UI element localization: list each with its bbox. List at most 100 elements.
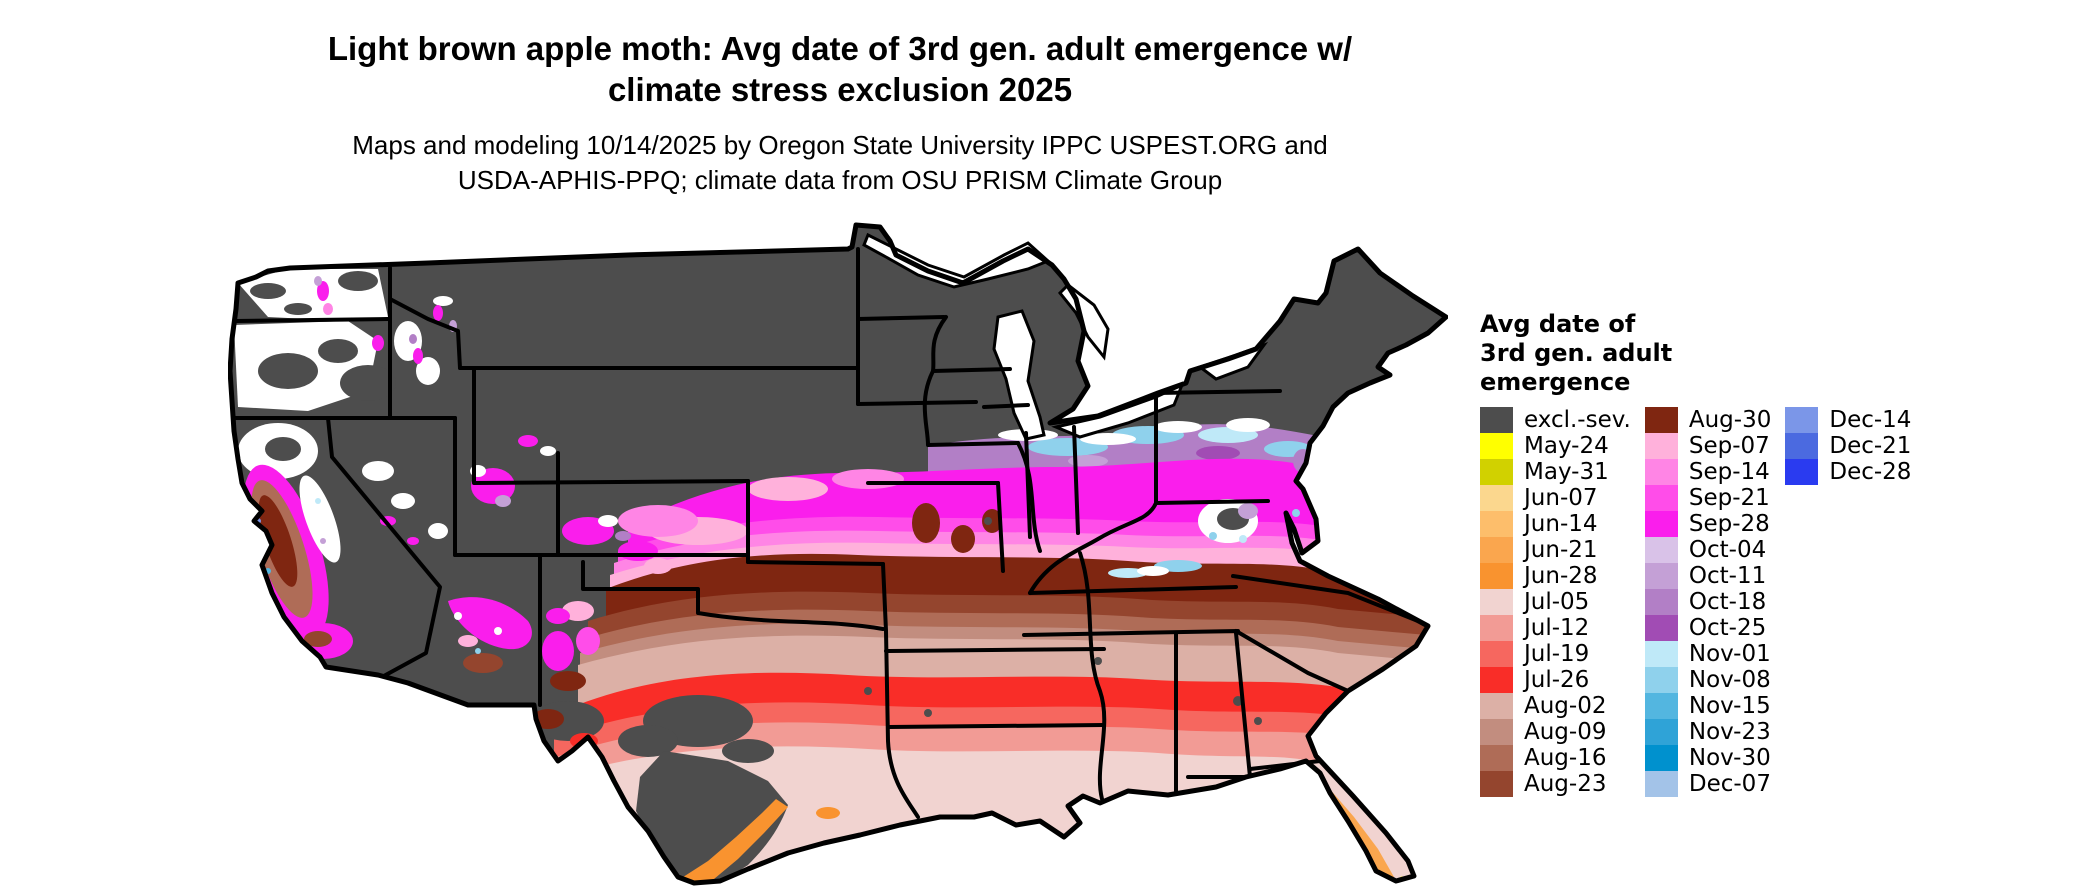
legend-label: Jun-21	[1524, 537, 1598, 563]
legend-swatch	[1644, 719, 1678, 745]
legend-swatch	[1785, 459, 1819, 485]
legend-title: Avg date of 3rd gen. adult emergence	[1480, 310, 2090, 397]
california-patch	[238, 423, 353, 659]
legend-swatch	[1480, 563, 1513, 589]
legend-entry: Aug-30	[1644, 407, 1772, 433]
legend-entry: Aug-16	[1480, 745, 1631, 771]
legend-entry: Oct-25	[1644, 615, 1771, 641]
legend-entry: Nov-01	[1644, 641, 1771, 667]
legend-entry: Oct-11	[1644, 563, 1771, 589]
legend-entry: Aug-02	[1480, 693, 1631, 719]
legend-swatch	[1644, 407, 1678, 433]
appalachian-pocket	[1108, 499, 1258, 578]
legend-entry: Sep-21	[1644, 485, 1771, 511]
legend-swatch	[1644, 693, 1678, 719]
legend-label: Oct-25	[1688, 615, 1767, 641]
legend-label: Dec-07	[1688, 771, 1771, 797]
ozark-brown-patches	[618, 469, 1002, 553]
legend-entry: Dec-28	[1785, 459, 1911, 485]
legend-entry: Jul-05	[1480, 589, 1631, 615]
legend-swatch	[1480, 745, 1513, 771]
legend-title-line-2: 3rd gen. adult	[1480, 339, 1673, 367]
legend-label: Sep-21	[1688, 485, 1770, 511]
legend-label: Jul-26	[1524, 667, 1590, 693]
legend-label: Oct-04	[1688, 537, 1767, 563]
pacific-northwest-patch	[234, 269, 457, 411]
legend-label: Jul-19	[1524, 641, 1590, 667]
legend-swatch	[1480, 537, 1513, 563]
legend-swatch	[1644, 745, 1678, 771]
legend-entry: Oct-18	[1644, 589, 1771, 615]
lake-superior	[862, 232, 1051, 289]
legend-label: Nov-15	[1688, 693, 1771, 719]
legend-label: Dec-21	[1829, 433, 1912, 459]
legend-swatch	[1480, 459, 1513, 485]
legend-entry: Nov-30	[1644, 745, 1771, 771]
legend-label: Sep-07	[1688, 433, 1770, 459]
title-line-1: Light brown apple moth: Avg date of 3rd …	[327, 30, 1353, 67]
legend-title-line-3: emergence	[1480, 368, 1631, 396]
legend-swatch	[1480, 589, 1513, 615]
legend-entry: Nov-15	[1644, 693, 1771, 719]
legend-entry: May-31	[1480, 459, 1631, 485]
subtitle-line-1: Maps and modeling 10/14/2025 by Oregon S…	[352, 130, 1328, 160]
legend-swatch	[1480, 485, 1513, 511]
legend-column: Dec-14 Dec-21 Dec-28	[1785, 407, 1911, 485]
legend-entry: May-24	[1480, 433, 1631, 459]
legend-entry: Nov-08	[1644, 667, 1771, 693]
legend-label: Aug-16	[1524, 745, 1607, 771]
legend-swatch	[1644, 563, 1678, 589]
legend-swatch	[1644, 667, 1678, 693]
legend-swatch	[1644, 459, 1678, 485]
legend-swatch	[1480, 719, 1513, 745]
legend-swatch	[1480, 641, 1513, 667]
legend-label: Aug-09	[1524, 719, 1607, 745]
legend-label: Nov-08	[1688, 667, 1771, 693]
legend-entry: Sep-14	[1644, 459, 1771, 485]
legend-swatch	[1785, 433, 1819, 459]
legend-entry: Oct-04	[1644, 537, 1771, 563]
legend-entry: Jun-21	[1480, 537, 1631, 563]
title-line-2: climate stress exclusion 2025	[607, 71, 1073, 108]
legend-label: Nov-23	[1688, 719, 1771, 745]
legend-entry: Aug-23	[1480, 771, 1631, 797]
legend-swatch	[1644, 433, 1678, 459]
legend-entry: Dec-14	[1785, 407, 1911, 433]
legend-label: May-31	[1524, 459, 1609, 485]
legend-title-line-1: Avg date of	[1480, 310, 1636, 338]
legend-columns: excl.-sev. May-24 May-31 Jun-07 Jun-14 Jun-21…	[1480, 407, 2090, 797]
legend-column: excl.-sev. May-24 May-31 Jun-07 Jun-14 Jun-21…	[1480, 407, 1631, 797]
us-outline	[228, 222, 1448, 886]
legend-label: Jun-28	[1524, 563, 1598, 589]
page-title: Light brown apple moth: Avg date of 3rd …	[0, 28, 1680, 110]
legend-label: Oct-18	[1688, 589, 1767, 615]
legend-label: May-24	[1524, 433, 1609, 459]
legend-swatch	[1785, 407, 1819, 433]
legend-swatch	[1644, 537, 1678, 563]
legend-entry: Aug-09	[1480, 719, 1631, 745]
legend-label: Sep-14	[1688, 459, 1770, 485]
legend-swatch	[1644, 485, 1678, 511]
legend-entry: Jun-14	[1480, 511, 1631, 537]
legend-swatch	[1644, 511, 1678, 537]
legend-label: Jun-07	[1524, 485, 1598, 511]
legend-entry: Jul-19	[1480, 641, 1631, 667]
subtitle: Maps and modeling 10/14/2025 by Oregon S…	[0, 128, 1680, 198]
legend-swatch	[1480, 693, 1513, 719]
legend-swatch	[1644, 615, 1678, 641]
us-map	[228, 222, 1448, 886]
legend-label: Jul-12	[1524, 615, 1590, 641]
legend-column: Aug-30 Sep-07 Sep-14 Sep-21 Sep-28 Oct-04 Oct-…	[1644, 407, 1772, 797]
legend-label: Oct-11	[1688, 563, 1767, 589]
legend-label: Nov-01	[1688, 641, 1771, 667]
legend-entry: Jul-26	[1480, 667, 1631, 693]
legend-label: excl.-sev.	[1524, 407, 1631, 433]
subtitle-line-2: USDA-APHIS-PPQ; climate data from OSU PR…	[457, 165, 1223, 195]
legend-entry: Dec-21	[1785, 433, 1911, 459]
legend-label: Aug-30	[1688, 407, 1772, 433]
legend-swatch	[1644, 771, 1678, 797]
legend-entry: Jul-12	[1480, 615, 1631, 641]
legend-entry: Sep-28	[1644, 511, 1771, 537]
legend-label: Nov-30	[1688, 745, 1771, 771]
